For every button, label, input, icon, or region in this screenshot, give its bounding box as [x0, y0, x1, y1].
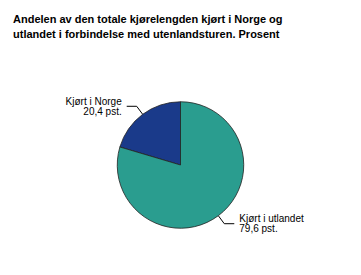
- svg-text:20,4 pst.: 20,4 pst.: [83, 106, 121, 117]
- svg-text:79,6 pst.: 79,6 pst.: [239, 223, 277, 234]
- svg-text:Kjørt i utlandet: Kjørt i utlandet: [239, 213, 304, 225]
- svg-text:utlandet i forbindelse med ute: utlandet i forbindelse med utenlandsture…: [13, 28, 280, 40]
- svg-text:Kjørt i Norge: Kjørt i Norge: [65, 95, 122, 107]
- svg-text:Andelen av den totale kjørelen: Andelen av den totale kjørelengden kjørt…: [13, 13, 283, 25]
